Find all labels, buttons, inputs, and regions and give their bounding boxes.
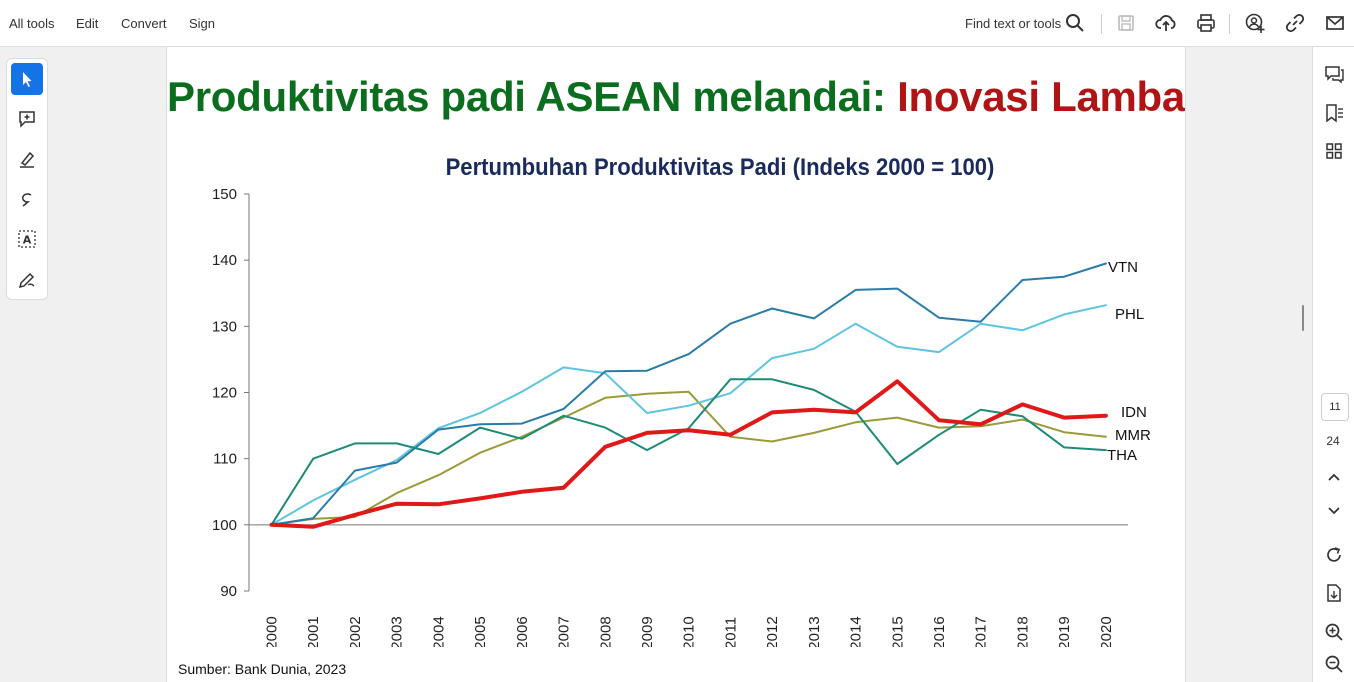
menu-all-tools[interactable]: All tools	[9, 16, 55, 31]
x-tick-label: 2017	[973, 616, 990, 647]
x-tick-label: 2000	[264, 616, 281, 647]
series-label-tha: THA	[1107, 447, 1137, 464]
menu-convert[interactable]: Convert	[121, 16, 167, 31]
x-tick-label: 2003	[389, 616, 406, 647]
x-tick-label: 2012	[764, 616, 781, 647]
zoom-out-icon[interactable]	[1323, 653, 1345, 675]
menu-sign[interactable]: Sign	[189, 16, 216, 31]
draw-loop-icon[interactable]	[11, 183, 43, 215]
page-down-icon[interactable]	[1323, 499, 1345, 521]
y-tick-label: 110	[213, 451, 237, 468]
find-text-or-tools[interactable]: Find text or tools	[965, 16, 1062, 31]
share-user-icon[interactable]	[1244, 12, 1266, 34]
series-line-vtn	[270, 262, 1107, 526]
panel-resize-handle[interactable]	[1302, 305, 1304, 331]
add-comment-icon[interactable]	[11, 103, 43, 135]
sign-pen-icon[interactable]	[11, 263, 43, 295]
zoom-in-icon[interactable]	[1323, 621, 1345, 643]
y-tick-label: 130	[212, 318, 237, 335]
x-tick-label: 2007	[556, 616, 573, 647]
left-tool-palette: A	[6, 58, 48, 300]
toolbar-divider	[1229, 14, 1230, 34]
print-icon[interactable]	[1195, 12, 1217, 34]
total-pages: 24	[1326, 434, 1340, 448]
x-tick-label: 2015	[889, 616, 906, 647]
x-tick-label: 2011	[722, 617, 739, 647]
x-tick-label: 2013	[806, 616, 823, 647]
y-tick-label: 140	[212, 252, 237, 269]
x-tick-label: 2001	[305, 616, 322, 647]
menu-edit[interactable]: Edit	[76, 16, 99, 31]
right-rail: 11 24	[1312, 47, 1354, 682]
current-page-input[interactable]: 11	[1321, 393, 1349, 421]
y-tick-label: 120	[212, 385, 237, 402]
headline-part1: Produktivitas padi ASEAN melandai	[167, 73, 873, 120]
x-tick-label: 2020	[1098, 616, 1115, 647]
series-label-phl: PHL	[1115, 306, 1144, 323]
document-page: Produktivitas padi ASEAN melandai: Inova…	[166, 47, 1186, 682]
x-tick-label: 2018	[1014, 616, 1031, 647]
x-tick-label: 2008	[597, 616, 614, 647]
x-tick-label: 2010	[681, 616, 698, 647]
series-line-mmr	[270, 390, 1107, 526]
headline-colon: :	[872, 73, 886, 120]
save-icon[interactable]	[1115, 12, 1137, 34]
series-label-mmr: MMR	[1115, 427, 1151, 444]
x-tick-label: 2009	[639, 616, 656, 647]
series-line-phl	[270, 304, 1107, 526]
line-chart: Pertumbuhan Produktivitas Padi (Indeks 2…	[212, 153, 1151, 647]
chart-source: Sumber: Bank Dunia, 2023	[178, 661, 347, 677]
x-tick-label: 2005	[472, 616, 489, 647]
select-cursor-icon[interactable]	[11, 63, 43, 95]
toolbar-divider	[1101, 14, 1102, 34]
x-tick-label: 2006	[514, 616, 531, 647]
chart-title: Pertumbuhan Produktivitas Padi (Indeks 2…	[446, 153, 995, 180]
upload-cloud-icon[interactable]	[1155, 12, 1177, 34]
search-icon[interactable]	[1064, 12, 1086, 34]
y-tick-label: 150	[212, 186, 237, 203]
top-toolbar: All tools Edit Convert Sign Find text or…	[0, 0, 1354, 47]
highlight-pen-icon[interactable]	[11, 143, 43, 175]
thumbnails-icon[interactable]	[1323, 140, 1345, 162]
x-tick-label: 2019	[1056, 616, 1073, 647]
page-up-icon[interactable]	[1323, 467, 1345, 489]
series-label-vtn: VTN	[1108, 259, 1138, 276]
slide-headline: Produktivitas padi ASEAN melandai: Inova…	[167, 73, 1185, 121]
x-tick-label: 2016	[931, 616, 948, 647]
link-icon[interactable]	[1284, 12, 1306, 34]
email-icon[interactable]	[1324, 12, 1346, 34]
x-tick-label: 2014	[848, 616, 865, 647]
series-line-idn	[269, 379, 1108, 529]
series-line-tha	[270, 378, 1107, 526]
extract-icon[interactable]	[1323, 582, 1345, 604]
comments-icon[interactable]	[1323, 63, 1345, 85]
x-tick-label: 2004	[430, 616, 447, 647]
svg-text:A: A	[23, 234, 32, 247]
rotate-icon[interactable]	[1323, 544, 1345, 566]
x-tick-label: 2002	[347, 616, 364, 647]
bookmarks-icon[interactable]	[1323, 102, 1345, 124]
y-tick-label: 100	[212, 517, 237, 534]
headline-part2: Inovasi Lambat?	[897, 73, 1185, 120]
y-tick-label: 90	[220, 583, 237, 600]
series-label-idn: IDN	[1121, 404, 1147, 421]
text-select-icon[interactable]: A	[11, 223, 43, 255]
